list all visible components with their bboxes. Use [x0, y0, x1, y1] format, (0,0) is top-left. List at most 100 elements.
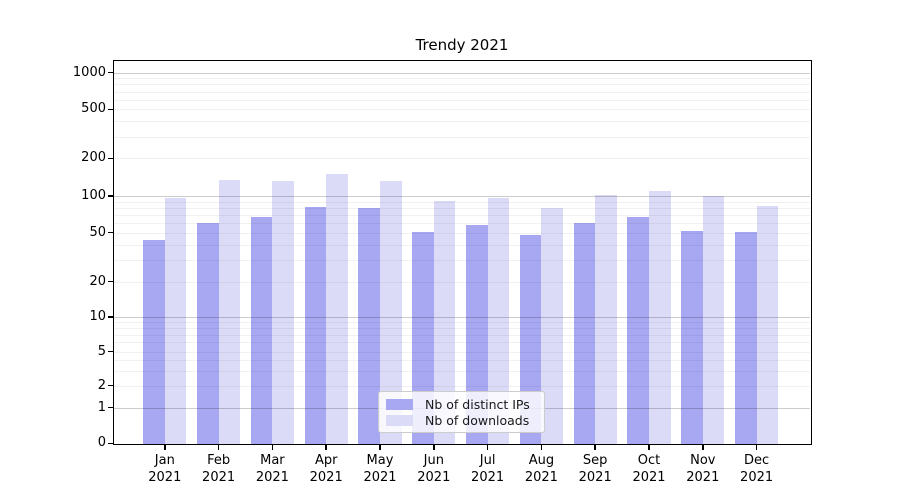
x-axis-tick-label-month: Apr	[314, 453, 338, 468]
x-axis-tick-label-year: 2021	[148, 470, 182, 485]
x-axis-tick-label: Aug 2021	[509, 452, 573, 486]
y-axis-tick-label: 1	[97, 399, 106, 415]
x-axis-tick-label: Apr 2021	[294, 452, 358, 486]
x-axis-tick-label-month: Aug	[528, 453, 555, 468]
x-axis-tick-label-month: Sep	[582, 453, 608, 468]
x-axis-tick-label: Nov 2021	[671, 452, 735, 486]
y-axis-tick-mark	[108, 157, 113, 160]
x-axis-tick-label-year: 2021	[202, 470, 236, 485]
x-axis-tick-label: May 2021	[348, 452, 412, 486]
bar-distinct-ips-sep	[573, 223, 596, 444]
y-axis-tick-label: 500	[81, 101, 106, 117]
y-axis-tick-label: 2	[97, 377, 106, 393]
x-axis-tick-mark	[648, 445, 650, 450]
legend-swatch	[386, 398, 413, 410]
bar-distinct-ips-mar	[250, 216, 273, 444]
y-axis-tick-mark	[108, 231, 113, 234]
legend-item: Nb of distinct IPs	[386, 396, 536, 412]
legend-label: Nb of downloads	[425, 412, 530, 428]
y-axis-tick-label: 50	[89, 224, 106, 240]
x-axis-tick-label: Dec 2021	[725, 452, 789, 486]
y-axis-tick-mark	[108, 71, 113, 74]
x-axis-tick-label-month: Jul	[479, 453, 496, 468]
x-axis-tick-label-year: 2021	[524, 470, 558, 485]
legend-swatch	[386, 414, 413, 426]
x-axis-tick-mark	[702, 445, 704, 450]
bar-distinct-ips-oct	[627, 216, 649, 444]
x-axis-tick-label-month: Jun	[423, 453, 444, 468]
bar-distinct-ips-nov	[681, 230, 703, 444]
bar-distinct-ips-jan	[143, 239, 165, 444]
chart-title: Trendy 2021	[415, 36, 509, 54]
bar-downloads-aug	[541, 208, 563, 444]
bars-layer	[114, 61, 810, 444]
x-axis-tick-mark	[379, 445, 381, 450]
x-axis-tick-label-year: 2021	[417, 470, 451, 485]
y-axis-tick-mark	[108, 108, 113, 111]
bar-downloads-apr	[326, 174, 348, 444]
y-axis-tick-label: 0	[97, 435, 106, 451]
x-axis-tick-mark	[540, 445, 543, 450]
legend-item: Nb of downloads	[386, 412, 536, 428]
bar-downloads-jun	[433, 201, 456, 444]
plot-area	[114, 61, 810, 444]
bar-distinct-ips-may	[358, 208, 380, 444]
bar-downloads-mar	[272, 181, 294, 444]
x-axis-tick-mark	[164, 445, 166, 450]
x-axis-tick-label-month: Feb	[207, 453, 231, 468]
bar-downloads-jul	[487, 198, 510, 444]
y-axis-tick-mark	[108, 195, 113, 197]
x-axis-tick-mark	[755, 445, 758, 450]
y-axis-tick-mark	[108, 406, 113, 409]
x-axis-tick-label: Mar 2021	[240, 452, 304, 486]
bar-downloads-feb	[218, 180, 241, 444]
y-axis-tick-mark	[108, 350, 113, 353]
y-axis-tick-mark	[108, 316, 113, 318]
y-axis-tick-label: 20	[89, 273, 106, 289]
x-axis-tick-mark	[594, 445, 596, 450]
x-axis-tick-label: Feb 2021	[187, 452, 251, 486]
bar-distinct-ips-jul	[466, 225, 488, 444]
x-axis-tick-label-year: 2021	[309, 470, 343, 485]
x-axis-tick-label-year: 2021	[686, 470, 720, 485]
bar-distinct-ips-feb	[197, 223, 219, 444]
x-axis-tick-label: Oct 2021	[617, 452, 681, 486]
y-axis-tick-label: 10	[89, 309, 106, 324]
x-axis-tick-label-year: 2021	[255, 470, 289, 485]
y-axis-tick-label: 5	[97, 343, 106, 359]
x-axis-tick-mark	[433, 445, 435, 450]
bar-downloads-nov	[702, 196, 725, 444]
bar-distinct-ips-apr	[304, 207, 327, 444]
x-axis-tick-label-year: 2021	[363, 470, 397, 485]
bar-downloads-sep	[595, 195, 617, 444]
x-axis-tick-mark	[486, 445, 489, 450]
x-axis-tick-label: Sep 2021	[563, 452, 627, 486]
x-axis-tick-label: Jan 2021	[133, 452, 197, 486]
y-axis-tick-label: 100	[81, 188, 106, 203]
x-axis-tick-label-year: 2021	[471, 470, 505, 485]
x-axis-tick-label-month: Oct	[637, 453, 661, 468]
x-axis-tick-label-month: Dec	[744, 453, 770, 468]
bar-downloads-oct	[649, 190, 671, 444]
y-axis-tick-mark	[108, 442, 113, 445]
bar-downloads-may	[380, 181, 402, 444]
x-axis-tick-label-month: Mar	[260, 453, 285, 468]
legend: Nb of distinct IPs Nb of downloads	[378, 391, 545, 433]
bar-downloads-jan	[164, 198, 187, 444]
x-axis-tick-mark	[217, 445, 220, 450]
x-axis-tick-label-month: Jan	[154, 453, 175, 468]
bar-distinct-ips-dec	[735, 231, 757, 444]
y-axis-tick-mark	[108, 280, 113, 283]
x-axis-tick-mark	[325, 445, 327, 450]
x-axis-tick-label-month: Nov	[690, 453, 716, 468]
x-axis-tick-mark	[271, 445, 274, 450]
y-axis-tick-mark	[108, 384, 113, 387]
y-axis-tick-label: 200	[81, 150, 106, 166]
y-axis-tick-label: 1000	[72, 64, 106, 80]
legend-label: Nb of distinct IPs	[425, 396, 530, 412]
x-axis-tick-label: Jul 2021	[456, 452, 520, 486]
x-axis-tick-label: Jun 2021	[402, 452, 466, 486]
bar-distinct-ips-jun	[412, 231, 434, 444]
x-axis-tick-label-year: 2021	[740, 470, 774, 485]
